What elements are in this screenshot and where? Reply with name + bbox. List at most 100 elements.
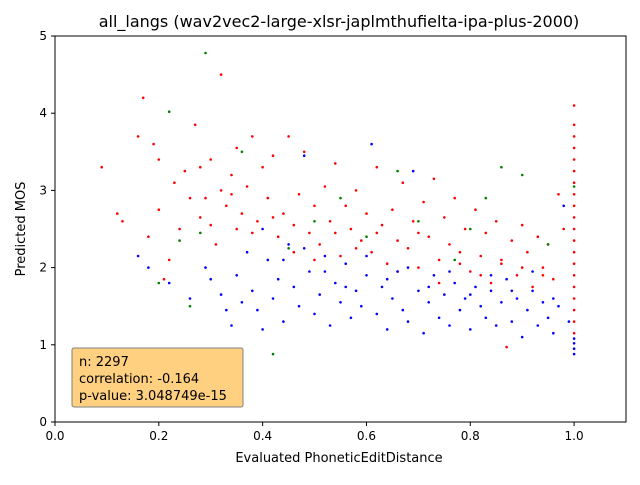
data-point-series-2	[401, 308, 405, 312]
data-point-series-2	[489, 289, 493, 293]
data-point-series-2	[541, 301, 545, 304]
data-point-series-3	[240, 150, 244, 154]
data-point-series-3	[572, 185, 576, 188]
data-point-series-2	[365, 274, 368, 277]
y-axis-ticks: 0 1 2 3 4 5	[39, 29, 55, 429]
data-point-series-1	[432, 177, 436, 181]
data-point-series-2	[489, 274, 493, 277]
data-point-series-2	[271, 297, 275, 300]
x-tick-label: 1.0	[565, 429, 584, 443]
data-point-series-2	[432, 274, 436, 277]
data-point-series-1	[572, 204, 576, 208]
data-point-series-1	[572, 308, 576, 312]
data-point-series-1	[380, 223, 384, 227]
data-point-series-2	[557, 304, 560, 308]
data-point-series-3	[469, 227, 472, 231]
data-point-series-3	[453, 258, 457, 262]
data-point-series-2	[282, 320, 285, 323]
data-point-series-1	[230, 173, 233, 177]
data-point-series-1	[484, 231, 488, 235]
data-point-series-1	[443, 216, 446, 219]
data-point-series-2	[396, 270, 399, 273]
data-point-series-2	[385, 277, 389, 281]
data-point-series-1	[136, 135, 140, 138]
data-point-series-1	[474, 208, 477, 211]
data-point-series-2	[515, 297, 519, 300]
data-point-series-1	[328, 220, 332, 223]
data-point-series-1	[147, 235, 150, 238]
data-point-series-3	[157, 281, 161, 285]
data-point-series-1	[256, 220, 259, 223]
data-point-series-2	[510, 320, 514, 323]
data-point-series-1	[572, 181, 576, 184]
data-point-series-2	[230, 324, 233, 327]
y-tick-label: 5	[39, 29, 47, 43]
data-point-series-1	[385, 262, 389, 266]
data-point-series-2	[302, 247, 306, 250]
data-point-series-1	[183, 169, 187, 173]
data-point-series-3	[271, 352, 275, 356]
data-point-series-3	[199, 231, 202, 235]
data-point-series-1	[417, 266, 420, 269]
data-point-series-2	[354, 289, 358, 293]
data-point-series-1	[572, 169, 576, 173]
data-point-series-1	[271, 154, 275, 157]
data-point-series-1	[562, 227, 565, 231]
data-point-series-2	[323, 270, 327, 273]
data-point-series-2	[365, 254, 368, 258]
data-point-series-2	[276, 277, 280, 281]
data-point-series-1	[349, 227, 353, 231]
data-point-series-2	[245, 250, 249, 254]
data-point-series-1	[173, 181, 176, 184]
data-point-series-3	[188, 304, 192, 308]
data-point-series-2	[469, 328, 472, 331]
data-point-series-2	[567, 320, 571, 323]
data-point-series-1	[344, 204, 348, 208]
data-point-series-2	[391, 297, 394, 300]
data-point-series-1	[209, 158, 212, 161]
data-point-series-2	[427, 285, 431, 289]
data-point-series-1	[458, 250, 462, 254]
data-point-series-1	[240, 212, 244, 215]
data-point-series-2	[546, 316, 550, 320]
data-point-series-1	[214, 243, 218, 246]
y-tick-label: 4	[39, 106, 47, 120]
data-point-series-2	[520, 335, 524, 339]
data-point-series-1	[531, 285, 534, 289]
x-tick-label: 0.2	[149, 429, 168, 443]
data-point-series-1	[572, 297, 576, 300]
data-point-series-1	[157, 158, 161, 161]
data-point-series-1	[193, 123, 197, 127]
x-tick-label: 0.4	[253, 429, 272, 443]
data-point-series-1	[188, 196, 192, 200]
data-point-series-3	[204, 51, 207, 55]
data-point-series-2	[282, 258, 285, 262]
data-point-series-1	[541, 274, 545, 277]
data-point-series-2	[313, 312, 316, 316]
x-axis-ticks: 0.0 0.2 0.4 0.6 0.8 1.0	[45, 422, 584, 443]
data-point-series-1	[245, 185, 249, 188]
data-point-series-1	[292, 250, 296, 254]
y-tick-label: 0	[39, 415, 47, 429]
data-point-series-1	[500, 262, 503, 266]
data-point-series-1	[557, 193, 560, 196]
data-point-series-3	[546, 243, 550, 246]
y-tick-label: 1	[39, 338, 47, 352]
stats-p-value: p-value: 3.048749e-15	[79, 389, 227, 404]
data-point-series-1	[463, 227, 467, 231]
data-point-series-1	[313, 204, 316, 208]
data-point-series-3	[287, 247, 290, 250]
data-point-series-3	[520, 173, 524, 177]
data-point-series-2	[417, 289, 420, 293]
data-point-series-1	[479, 274, 483, 277]
stats-n: n: 2297	[79, 355, 129, 370]
plot-frame	[54, 35, 627, 423]
data-point-series-2	[453, 281, 457, 285]
data-point-series-2	[422, 331, 425, 335]
data-point-series-2	[510, 289, 514, 293]
data-point-series-1	[469, 270, 472, 273]
data-point-series-1	[266, 196, 270, 200]
data-point-series-2	[188, 297, 192, 300]
data-point-series-1	[572, 262, 576, 266]
